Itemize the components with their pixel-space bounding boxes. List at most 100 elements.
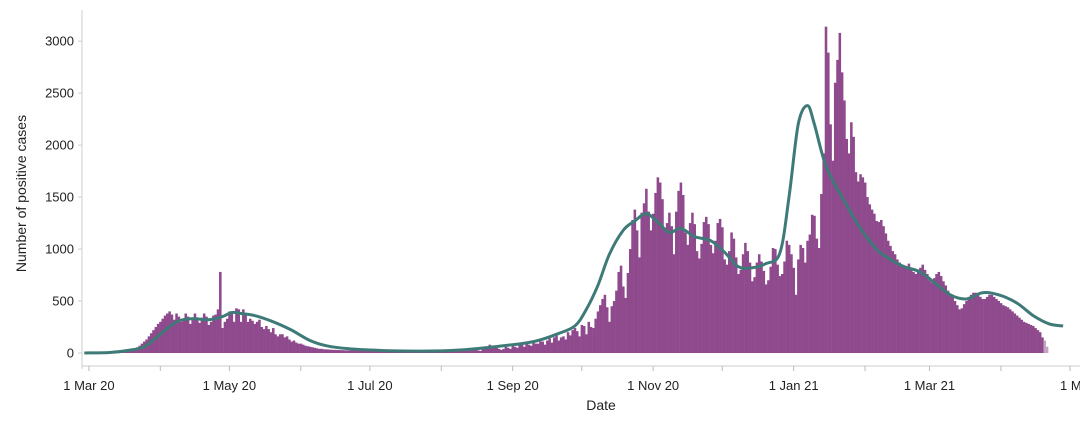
x-tick-label: 1 Nov 20 — [627, 378, 679, 393]
bar — [154, 327, 158, 353]
bar — [656, 177, 660, 353]
bar — [156, 323, 160, 353]
bar — [458, 350, 462, 353]
bar — [884, 233, 888, 353]
bar — [493, 346, 496, 353]
bar — [856, 181, 860, 353]
bar — [170, 314, 174, 353]
bar — [900, 264, 904, 353]
bar — [357, 350, 360, 353]
bar — [258, 319, 261, 353]
x-tick-label: 1 Jul 20 — [347, 378, 393, 393]
bar — [179, 321, 183, 353]
bar — [470, 349, 473, 353]
bar — [541, 341, 544, 353]
bar — [617, 271, 620, 353]
bar — [308, 346, 312, 353]
bar — [739, 269, 743, 353]
bar — [681, 195, 685, 353]
bar — [836, 59, 839, 353]
bar — [375, 351, 379, 353]
bar — [815, 238, 819, 353]
bar — [186, 316, 190, 353]
x-axis-ticks: 1 Mar 20 1 May 20 1 Jul 20 1 Sep 20 1 Nov 20… — [63, 366, 1080, 393]
bar — [345, 350, 349, 353]
bar — [168, 311, 171, 353]
bar — [311, 347, 314, 353]
bar — [633, 209, 637, 353]
bar — [852, 136, 855, 353]
bar — [817, 248, 821, 353]
bar — [483, 347, 487, 353]
bar — [161, 318, 164, 353]
bar — [304, 345, 307, 353]
bar — [177, 316, 181, 353]
bar — [880, 219, 883, 353]
bar — [615, 290, 618, 353]
bar — [513, 346, 517, 353]
bar — [546, 340, 549, 353]
bar — [341, 350, 344, 353]
bar — [336, 349, 340, 353]
bar — [1027, 323, 1030, 353]
bar — [281, 334, 284, 353]
bar — [907, 263, 911, 353]
bar — [1025, 322, 1028, 353]
bar — [550, 342, 554, 353]
x-tick-label: 1 M — [1060, 378, 1080, 393]
bar — [903, 265, 906, 353]
bar — [958, 309, 961, 353]
bar — [810, 214, 814, 353]
bar — [488, 344, 492, 353]
bar — [882, 226, 885, 353]
bar — [350, 350, 353, 353]
bar — [368, 350, 372, 353]
bar — [354, 350, 358, 353]
x-tick-label: 1 May 20 — [203, 378, 256, 393]
bar — [603, 294, 607, 353]
bar — [960, 308, 964, 353]
bar — [221, 328, 224, 353]
bar — [608, 321, 611, 353]
bar — [711, 253, 715, 353]
bar — [778, 276, 782, 353]
bar — [829, 124, 832, 353]
bar — [746, 251, 749, 353]
bar — [237, 309, 240, 353]
bar — [555, 335, 558, 353]
bar — [737, 274, 740, 353]
bar — [214, 314, 217, 353]
bar — [693, 224, 696, 353]
bar — [239, 321, 243, 353]
rolling-average-line — [84, 104, 1064, 355]
bar — [228, 311, 231, 353]
bar — [1002, 305, 1005, 353]
bar — [267, 329, 270, 353]
bar — [476, 350, 480, 353]
bar — [916, 271, 920, 353]
bar — [764, 284, 768, 353]
bar — [518, 344, 521, 353]
x-tick-label: 1 Mar 20 — [63, 378, 114, 393]
y-tick-label: 0 — [67, 346, 74, 361]
bar — [193, 313, 197, 353]
bar — [539, 341, 542, 353]
bar — [776, 264, 779, 353]
bar — [1038, 332, 1042, 353]
bar — [944, 285, 948, 353]
bar — [854, 172, 858, 353]
bar — [322, 349, 326, 353]
bar — [566, 332, 570, 353]
bar — [559, 337, 563, 353]
bar — [380, 351, 383, 353]
bar — [331, 349, 335, 353]
bar — [382, 351, 386, 353]
bar — [833, 82, 837, 353]
bar — [930, 282, 934, 353]
bar — [744, 242, 747, 353]
bar — [622, 286, 625, 353]
bar — [251, 320, 254, 353]
bar — [847, 153, 851, 353]
bar — [474, 349, 478, 353]
